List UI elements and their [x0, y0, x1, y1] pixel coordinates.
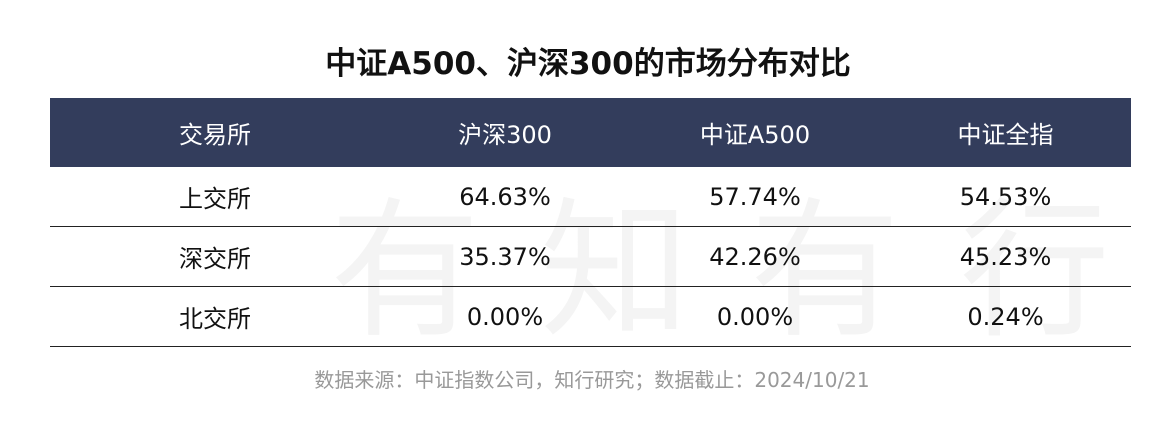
table: 交易所 沪深300 中证A500 中证全指 上交所 64.63% 57.74% 54.53%… [50, 98, 1131, 347]
table-cell: 45.23% [880, 226, 1131, 287]
header-cell: 中证A500 [630, 98, 880, 167]
row-label: 深交所 [50, 226, 380, 287]
table-row: 北交所 0.00% 0.00% 0.24% [50, 286, 1131, 347]
table-body: 上交所 64.63% 57.74% 54.53% 深交所 35.37% 42.26% 45.2… [50, 167, 1131, 347]
header-cell: 中证全指 [880, 98, 1131, 167]
source-note: 数据来源：中证指数公司，知行研究；数据截止：2024/10/21 [314, 368, 870, 392]
table-row: 上交所 64.63% 57.74% 54.53% [50, 167, 1131, 227]
table-cell: 54.53% [880, 167, 1131, 227]
table-cell: 42.26% [630, 226, 880, 287]
table-cell: 57.74% [630, 167, 880, 227]
row-label: 上交所 [50, 167, 380, 227]
table-cell: 64.63% [380, 167, 630, 227]
header-row: 交易所 沪深300 中证A500 中证全指 [50, 98, 1131, 167]
header-cell: 沪深300 [380, 98, 630, 167]
table-cell: 0.00% [630, 286, 880, 347]
row-label: 北交所 [50, 286, 380, 347]
table-cell: 35.37% [380, 226, 630, 287]
table-cell: 0.00% [380, 286, 630, 347]
header-cell: 交易所 [50, 98, 380, 167]
table-cell: 0.24% [880, 286, 1131, 347]
title: 中证A500、沪深300的市场分布对比 [325, 46, 851, 82]
table-row: 深交所 35.37% 42.26% 45.23% [50, 226, 1131, 287]
